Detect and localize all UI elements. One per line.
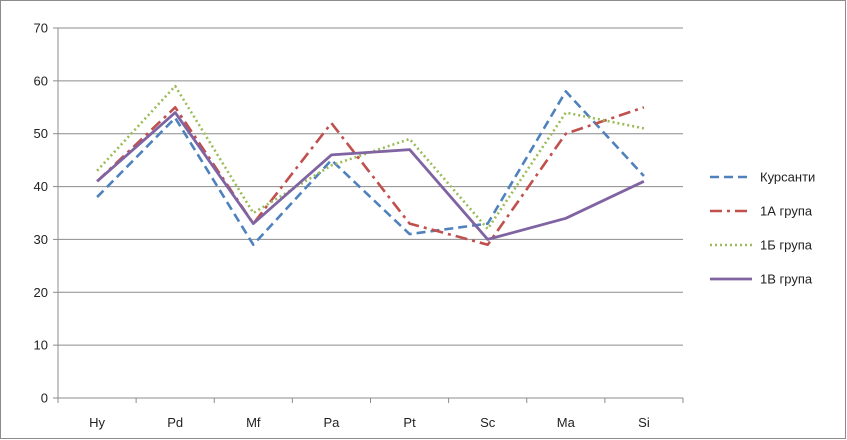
- y-tick-label: 10: [34, 338, 48, 353]
- y-tick-label: 0: [41, 391, 48, 406]
- x-tick-label: Mf: [246, 415, 261, 430]
- legend-label: Курсанти: [760, 170, 815, 185]
- series-line-1: [96, 90, 645, 246]
- axes: 0 10 20 30 40 50 60 70 Hy Pd Mf Pa Pt Sc Ma Si: [34, 21, 684, 430]
- legend-label: 1В група: [760, 272, 813, 287]
- gridlines: [58, 27, 683, 346]
- legend-label: 1А група: [760, 204, 813, 219]
- series-line-2: [96, 106, 645, 246]
- x-tick-label: Si: [638, 415, 650, 430]
- legend-label: 1Б група: [760, 238, 813, 253]
- x-tick-label: Ma: [557, 415, 576, 430]
- legend: Курсанти 1А група 1Б група 1В група: [710, 170, 815, 287]
- y-tick-label: 30: [34, 232, 48, 247]
- y-tick-label: 60: [34, 73, 48, 88]
- x-tick-label: Sc: [480, 415, 496, 430]
- y-tick-label: 70: [34, 21, 48, 36]
- series-line-4: [96, 111, 645, 241]
- x-tick-label: Pt: [403, 415, 416, 430]
- x-tick-label: Pd: [167, 415, 183, 430]
- y-tick-label: 40: [34, 179, 48, 194]
- series-lines: [96, 84, 645, 246]
- x-tick-label: Hy: [89, 415, 105, 430]
- x-tick-label: Pa: [323, 415, 340, 430]
- y-tick-label: 20: [34, 285, 48, 300]
- y-tick-label: 50: [34, 126, 48, 141]
